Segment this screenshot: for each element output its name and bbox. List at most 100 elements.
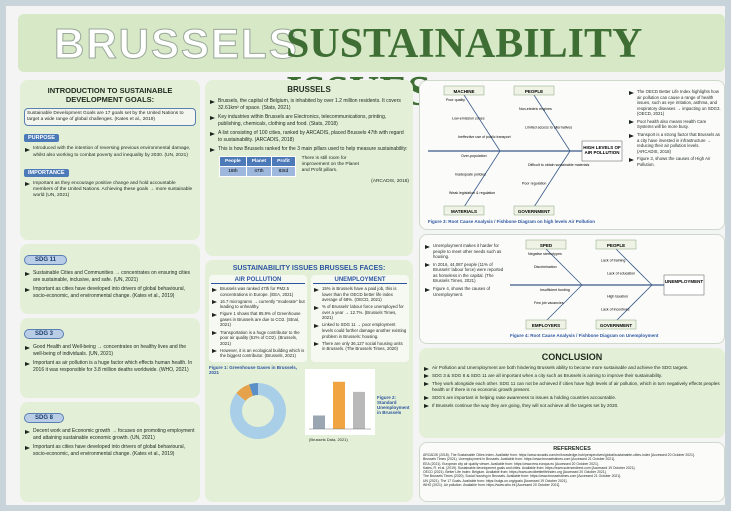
bullet-point: They work alongside each other. SDG 11 c… bbox=[423, 381, 721, 393]
cause-label: Insufficient funding bbox=[540, 288, 570, 292]
bar-chart bbox=[305, 369, 375, 435]
bullet-point: In 2016, 44,087 people (11% of Brussels'… bbox=[424, 262, 504, 284]
effect: UNEMPLOYMENT bbox=[664, 275, 704, 295]
head-label: MACHINE bbox=[454, 89, 475, 94]
table-cell: 18th bbox=[220, 166, 247, 176]
head-label: SPED bbox=[540, 243, 553, 248]
bullet-point: This is how Brussels ranked for the 3 ma… bbox=[209, 146, 409, 153]
figure-caption: Figure 1: Greenhouse Gases in Brussels, … bbox=[209, 365, 299, 375]
bullet-point: Important as air pollution is a huge fac… bbox=[24, 360, 196, 373]
brussels-panel: BRUSSELS Brussels, the capital of Belgium… bbox=[205, 80, 413, 256]
cause-label: Weak legislation & regulation bbox=[449, 191, 495, 195]
bullet-point: Sustainable Cities and Communities → con… bbox=[24, 270, 196, 283]
title-a: BRUSSELS bbox=[54, 20, 299, 68]
cause-label: Limited access to alternatives bbox=[525, 126, 572, 130]
bullet-point: Decent work and Economic growth → focuse… bbox=[24, 428, 196, 441]
cause-label: Lack of incentives bbox=[601, 308, 630, 312]
bullet-point: Figure 4, shows the causes of Unemployme… bbox=[424, 286, 504, 297]
sdg-label: SDG 8 bbox=[24, 413, 64, 423]
bullet-point: If Brussels continue the way they are go… bbox=[423, 403, 721, 409]
bullet-point: Transport is a strong factor that Brusse… bbox=[628, 132, 722, 154]
bullet-point: Figure 1 shows that 85.9% of Greenhouse … bbox=[211, 311, 305, 328]
cause-label: Discrimination bbox=[534, 265, 557, 269]
bullet-point: Key industries within Brussels are Elect… bbox=[209, 114, 409, 127]
bar bbox=[353, 392, 365, 429]
label: IMPORTANCE bbox=[24, 169, 69, 177]
donut-chart bbox=[213, 379, 303, 445]
conclusion-panel: CONCLUSION Air Pollution and Unemployment… bbox=[419, 348, 725, 438]
bullet-point: SDG 3 & SDG 8 & SDG 11 are all important… bbox=[423, 373, 721, 379]
cause-label: Lack of training bbox=[601, 259, 625, 263]
sdg-panel: SDG 8 Decent work and Economic growth → f… bbox=[20, 402, 200, 502]
figure-caption: Figure 4: Root Cause Analysis / Fishbone… bbox=[510, 333, 710, 338]
bullet-point: 15% in Brussels have a paid job, this is… bbox=[313, 286, 407, 303]
bar bbox=[333, 382, 345, 429]
issues-panel: SUSTAINABILITY ISSUES BRUSSELS FACES:AIR… bbox=[205, 260, 413, 502]
bullet-point: Good Health and Well-being → concentrate… bbox=[24, 344, 196, 357]
fishbone-diagram: MACHINEPEOPLEMATERIALSGOVERNMENTPoor qua… bbox=[424, 83, 624, 219]
section-title: INTRODUCTION TO SUSTAINABLE DEVELOPMENT … bbox=[24, 86, 196, 104]
figure-source: (Brussels Data, 2021) bbox=[309, 437, 348, 442]
bullet-point: Figure 3, shows the causes of High Air P… bbox=[628, 156, 722, 167]
bullet-point: A list consisting of 100 cities, ranked … bbox=[209, 130, 409, 143]
bone bbox=[464, 151, 500, 207]
bullet-point: Transportation is a huge contributor to … bbox=[211, 330, 305, 347]
bone bbox=[534, 151, 570, 207]
bone bbox=[616, 249, 652, 285]
bone bbox=[534, 95, 570, 151]
bullet-point: Important as they encourage positive cha… bbox=[24, 181, 196, 200]
figure-caption: Figure 3: Root Cause Analysis / Fishbone… bbox=[428, 219, 628, 224]
bullet-point: Brussels, the capital of Belgium, is inh… bbox=[209, 98, 409, 111]
column-title: AIR POLLUTION bbox=[211, 277, 305, 284]
reference: WHO (2021). Air pollution. Available fro… bbox=[423, 483, 721, 487]
sdg-label: SDG 11 bbox=[24, 255, 67, 265]
head-label: PEOPLE bbox=[607, 243, 625, 248]
column-title: UNEMPLOYMENT bbox=[313, 277, 407, 284]
sdg-panel: SDG 11 Sustainable Cities and Communities… bbox=[20, 244, 200, 314]
cause-label: Ineffective use of public transport bbox=[458, 135, 511, 139]
bullet-point: SDG's are important in helping raise awa… bbox=[423, 395, 721, 401]
label: PURPOSE bbox=[24, 134, 59, 142]
table-cell: 47th bbox=[246, 166, 271, 176]
issue-column: UNEMPLOYMENT 15% in Brussels have a paid … bbox=[311, 275, 409, 362]
table-header: People bbox=[220, 156, 247, 166]
bullet-point: Linked to SDG 11 → poor employment level… bbox=[313, 322, 407, 339]
bullet-point: % of Brussels' labour force unemployed f… bbox=[313, 304, 407, 321]
table-header: Profit bbox=[272, 156, 296, 166]
effect-label: UNEMPLOYMENT bbox=[664, 275, 704, 284]
cause-label: High taxation bbox=[607, 295, 628, 299]
citation: (ARCADIS, 2018) bbox=[209, 179, 409, 185]
section-title: CONCLUSION bbox=[423, 352, 721, 362]
table-header: Planet bbox=[246, 156, 271, 166]
issue-column: AIR POLLUTIONBrussels was ranked 47th fo… bbox=[209, 275, 307, 362]
cause-label: Difficult to obtain sustainable material… bbox=[528, 163, 589, 167]
bullet-point: Poor health also means Health Care Syste… bbox=[628, 119, 722, 130]
head-label: PEOPLE bbox=[525, 89, 543, 94]
bullet-point: However, it is an ecological building wh… bbox=[211, 348, 305, 359]
cause-label: Few job vacancies bbox=[534, 301, 564, 305]
figure-caption: Figure 2: Standard Unemployment in Bruss… bbox=[377, 395, 411, 415]
figures: Figure 1: Greenhouse Gases in Brussels, … bbox=[209, 365, 409, 445]
head-label: EMPLOYERS bbox=[532, 323, 560, 328]
bullet-point: Important as cities have developed into … bbox=[24, 286, 196, 299]
section-title: BRUSSELS bbox=[209, 85, 409, 94]
bone bbox=[464, 95, 500, 151]
note: There is still room for improvement on t… bbox=[302, 156, 362, 175]
bullet-point: Air Pollution and Unemployment are both … bbox=[423, 365, 721, 371]
head-label: MATERIALS bbox=[451, 209, 477, 214]
lead-text: Sustainable Development Goals are 17 goa… bbox=[24, 108, 196, 126]
title-banner: BRUSSELS SUSTAINABILITY ISSUES bbox=[18, 14, 725, 72]
notes: Unemployment makes it harder for people … bbox=[424, 241, 504, 299]
cause-label: Poor regulation bbox=[522, 182, 546, 186]
bullet-point: Introduced with the intention of reversi… bbox=[24, 146, 196, 158]
bullet-point: Important as cities have developed into … bbox=[24, 444, 196, 457]
intro-panel: INTRODUCTION TO SUSTAINABLE DEVELOPMENT … bbox=[20, 80, 200, 240]
effect: HIGH LEVELS OF AIR POLLUTION bbox=[582, 141, 622, 161]
head-label: GOVERNMENT bbox=[518, 209, 551, 214]
bullet-point: 16.7 micrograms → currently "moderate" b… bbox=[211, 299, 305, 310]
